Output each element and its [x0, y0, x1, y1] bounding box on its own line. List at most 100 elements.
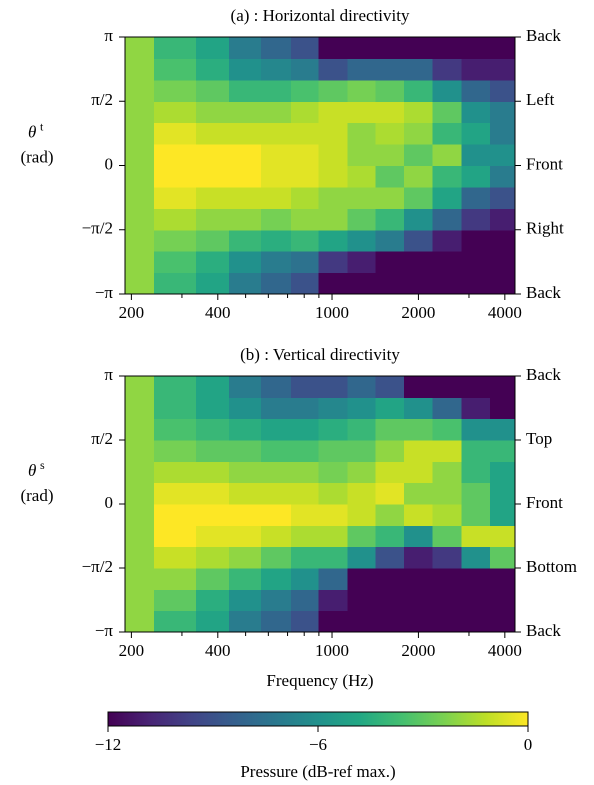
heatmap-cell	[403, 376, 434, 398]
y2-tick-label: Top	[526, 429, 552, 448]
heatmap-cell	[461, 525, 491, 548]
heatmap-cell	[318, 58, 348, 81]
heatmap-cell	[432, 58, 462, 81]
heatmap-cell	[125, 546, 155, 569]
heatmap-cell	[196, 144, 230, 166]
heatmap-cell	[403, 546, 434, 569]
heatmap-cell	[196, 101, 230, 124]
heatmap-cell	[260, 461, 292, 484]
heatmap-cell	[432, 504, 462, 526]
heatmap-cell	[229, 525, 262, 548]
heatmap-cell	[347, 546, 377, 569]
heatmap-cell	[196, 546, 230, 569]
heatmap-cell	[432, 440, 462, 462]
heatmap-cell	[432, 525, 462, 548]
heatmap-cell	[290, 58, 320, 81]
heatmap-cell	[154, 376, 197, 398]
heatmap-cell	[403, 568, 434, 590]
heatmap-cell	[489, 208, 516, 231]
y2-tick-label: Back	[526, 621, 561, 640]
heatmap-cell	[125, 165, 155, 188]
heatmap-cell	[318, 208, 348, 231]
heatmap-cell	[290, 546, 320, 569]
heatmap-cell	[375, 482, 405, 505]
heatmap-cell	[125, 144, 155, 166]
y2-tick-label: Back	[526, 283, 561, 302]
y-label-unit: (rad)	[20, 486, 53, 505]
heatmap-cell	[375, 101, 405, 124]
heatmap-cell	[347, 568, 377, 590]
heatmap-cell	[461, 504, 491, 526]
heatmap-cell	[154, 208, 197, 231]
heatmap-cell	[432, 546, 462, 569]
heatmap-cell	[461, 37, 491, 59]
colorbar-label: Pressure (dB-ref max.)	[240, 762, 395, 781]
heatmap-cell	[154, 251, 197, 274]
heatmap-cell	[461, 568, 491, 590]
heatmap-cell	[461, 397, 491, 420]
heatmap-cell	[260, 272, 292, 295]
heatmap-cell	[461, 122, 491, 145]
heatmap-cell	[461, 79, 491, 102]
heatmap-cell	[489, 144, 516, 166]
heatmap-cell	[154, 568, 197, 590]
heatmap-cell	[125, 482, 155, 505]
heatmap-cell	[375, 144, 405, 166]
heatmap-cell	[229, 546, 262, 569]
heatmap-cell	[347, 208, 377, 231]
heatmap-cell	[489, 589, 516, 612]
heatmap-cell	[403, 482, 434, 505]
heatmap-cell	[489, 440, 516, 462]
heatmap-cell	[196, 229, 230, 252]
heatmap-cell	[347, 79, 377, 102]
heatmap-cell	[489, 186, 516, 209]
y-label-unit: (rad)	[20, 147, 53, 166]
heatmap-cell	[196, 397, 230, 420]
heatmap-cell	[318, 37, 348, 59]
colorbar-tick-label: −12	[95, 735, 122, 754]
heatmap-cell	[403, 589, 434, 612]
heatmap-cell	[318, 397, 348, 420]
heatmap-cell	[229, 461, 262, 484]
heatmap-cell	[375, 122, 405, 145]
heatmap-cell	[375, 461, 405, 484]
x-tick-label: 200	[119, 303, 145, 322]
x-tick-label: 2000	[401, 303, 435, 322]
heatmap-cell	[125, 461, 155, 484]
heatmap-cell	[375, 165, 405, 188]
heatmap-cell	[347, 504, 377, 526]
heatmap-cell	[125, 418, 155, 441]
heatmap-cell	[489, 504, 516, 526]
heatmap-cell	[229, 37, 262, 59]
heatmap-cell	[154, 525, 197, 548]
heatmap-cell	[375, 589, 405, 612]
heatmap-cell	[290, 101, 320, 124]
heatmap-cell	[432, 229, 462, 252]
heatmap-cell	[318, 568, 348, 590]
heatmap-cell	[432, 482, 462, 505]
heatmap-cell	[347, 397, 377, 420]
heatmap-cell	[489, 101, 516, 124]
heatmap-cell	[403, 186, 434, 209]
heatmap-cell	[461, 58, 491, 81]
y2-tick-label: Back	[526, 26, 561, 45]
heatmap-cell	[489, 272, 516, 295]
heatmap-cell	[489, 229, 516, 252]
y-tick-label: π/2	[91, 429, 113, 448]
heatmap-cell	[461, 546, 491, 569]
heatmap-cell	[489, 165, 516, 188]
y-tick-label: π	[104, 365, 113, 384]
heatmap-cell	[375, 376, 405, 398]
heatmap-cell	[260, 440, 292, 462]
y-label-sup: t	[40, 119, 44, 133]
heatmap-cell	[154, 79, 197, 102]
heatmap-cell	[290, 504, 320, 526]
heatmap-cell	[347, 101, 377, 124]
heatmap-cell	[154, 610, 197, 633]
heatmap-cell	[347, 589, 377, 612]
heatmap-cell	[461, 144, 491, 166]
heatmap-cell	[318, 525, 348, 548]
heatmap-cell	[260, 251, 292, 274]
heatmap-cell	[229, 482, 262, 505]
heatmap-cell	[403, 397, 434, 420]
